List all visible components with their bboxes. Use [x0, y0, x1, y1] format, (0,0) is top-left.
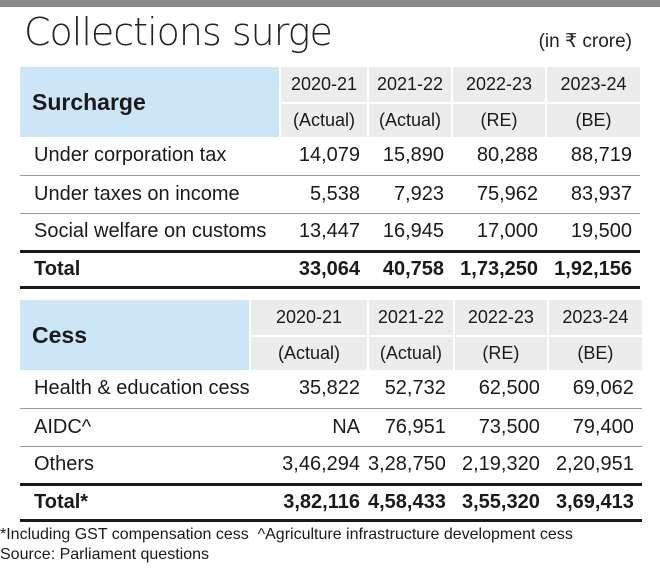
total-value: 4,58,433	[368, 482, 454, 522]
cell-value: 19,500	[570, 220, 632, 242]
cell-value: 52,732	[368, 370, 454, 409]
cell-value: 3,46,294	[282, 453, 360, 475]
total-value: 3,55,320	[453, 482, 548, 522]
table-row: Health & education cess 35,822 52,732 62…	[20, 370, 642, 409]
cell-value: 62,500	[453, 370, 548, 409]
cell-value: 69,062	[547, 370, 642, 409]
cell-value: 75,962	[452, 175, 546, 214]
surcharge-type-header: (Actual)	[367, 103, 452, 137]
row-label: Under taxes on income	[20, 175, 280, 214]
cell-value: 7,923	[368, 175, 452, 214]
row-label: Social welfare on customs	[34, 220, 267, 242]
cell-value: 16,945	[382, 220, 444, 242]
cell-value: 13,447	[298, 220, 360, 242]
total-value: 40,758	[368, 249, 452, 289]
row-label: Others	[34, 453, 95, 475]
row-label: Health & education cess	[20, 370, 250, 409]
cell-value: 79,400	[547, 408, 642, 447]
surcharge-year-header: 2021-22	[367, 67, 452, 104]
page-title: Collections surge	[24, 10, 333, 54]
cell-value: 2,20,951	[556, 453, 634, 475]
cell-value: 2,19,320	[462, 453, 540, 475]
total-value: 1,92,156	[546, 249, 640, 289]
cell-value: 17,000	[476, 220, 538, 242]
cess-type-header: (Actual)	[249, 336, 368, 370]
total-value: 1,73,250	[452, 249, 546, 289]
cell-value: 15,890	[368, 137, 452, 176]
surcharge-heading: Surcharge	[20, 67, 280, 137]
row-label: AIDC^	[20, 408, 250, 447]
footnote: *Including GST compensation cess ^Agricu…	[0, 526, 573, 543]
total-row: Total 33,064 40,758 1,73,250 1,92,156	[20, 249, 640, 289]
surcharge-year-header: 2022-23	[451, 67, 546, 104]
table-row: AIDC^ NA 76,951 73,500 79,400	[20, 408, 642, 447]
cell-value: 35,822	[250, 370, 368, 409]
cess-heading: Cess	[20, 300, 250, 370]
total-row: Total* 3,82,116 4,58,433 3,55,320 3,69,4…	[20, 482, 642, 522]
cell-value: 73,500	[453, 408, 548, 447]
cess-table: Cess 2020-21 2021-22 2022-23 2023-24 (Ac…	[20, 300, 642, 522]
table-row: Others 3,46,294 3,28,750 2,19,320 2,20,9…	[20, 446, 642, 484]
cess-type-header: (RE)	[452, 336, 548, 370]
unit-note: (in ₹ crore)	[538, 31, 632, 52]
cell-value: NA	[250, 408, 368, 447]
source-note: Source: Parliament questions	[0, 546, 209, 563]
surcharge-type-header: (BE)	[545, 103, 640, 137]
surcharge-type-header: (Actual)	[279, 103, 368, 137]
cell-value: 83,937	[546, 175, 640, 214]
cell-value: 76,951	[368, 408, 454, 447]
surcharge-year-header: 2023-24	[545, 67, 640, 104]
cell-value: 3,28,750	[368, 453, 446, 475]
cess-year-header: 2023-24	[546, 300, 642, 337]
total-label: Total	[20, 249, 280, 289]
surcharge-year-header: 2020-21	[279, 67, 368, 104]
cess-year-header: 2020-21	[249, 300, 368, 337]
surcharge-type-header: (RE)	[451, 103, 546, 137]
cess-type-header: (BE)	[546, 336, 642, 370]
cell-value: 80,288	[452, 137, 546, 176]
cell-value: 88,719	[546, 137, 640, 176]
table-row: Social welfare on customs 13,447 16,945 …	[20, 213, 640, 251]
cess-year-header: 2021-22	[367, 300, 454, 337]
cell-value: 5,538	[280, 175, 368, 214]
table-row: Under corporation tax 14,079 15,890 80,2…	[20, 137, 640, 176]
cess-year-header: 2022-23	[452, 300, 548, 337]
cell-value: 14,079	[280, 137, 368, 176]
table-row: Under taxes on income 5,538 7,923 75,962…	[20, 175, 640, 214]
surcharge-table: Surcharge 2020-21 2021-22 2022-23 2023-2…	[20, 67, 640, 289]
cess-type-header: (Actual)	[367, 336, 454, 370]
total-value: 3,69,413	[547, 482, 642, 522]
top-rule	[0, 0, 660, 7]
row-label: Under corporation tax	[20, 137, 280, 176]
total-label: Total*	[20, 482, 250, 522]
total-value: 33,064	[280, 249, 368, 289]
total-value: 3,82,116	[250, 482, 368, 522]
